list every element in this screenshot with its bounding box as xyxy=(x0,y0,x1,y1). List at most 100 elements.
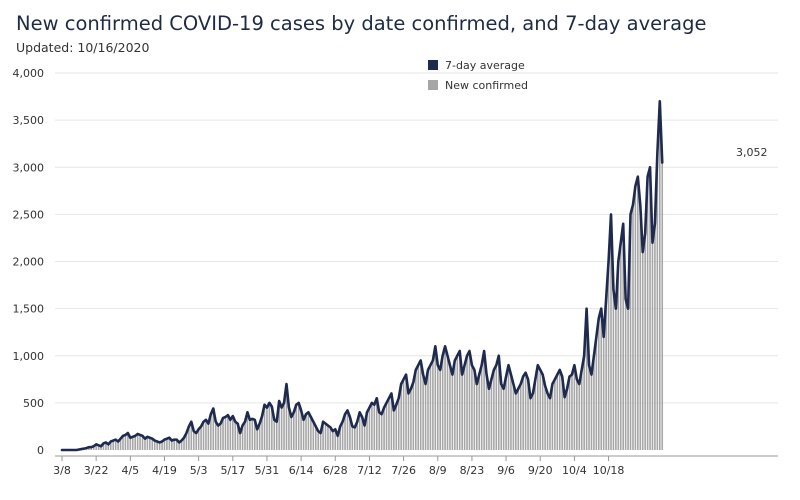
new-confirmed-bar xyxy=(612,289,615,450)
new-confirmed-bar xyxy=(271,406,273,450)
new-confirmed-bar xyxy=(275,421,278,450)
new-confirmed-bar xyxy=(217,425,219,450)
new-confirmed-bar xyxy=(273,419,276,450)
new-confirmed-bar xyxy=(493,369,495,450)
new-confirmed-bar xyxy=(127,433,129,450)
chart-subtitle: Updated: 10/16/2020 xyxy=(16,40,150,55)
new-confirmed-bar xyxy=(117,441,119,450)
x-tick-label: 10/4 xyxy=(562,464,587,477)
x-tick-label: 6/14 xyxy=(289,464,314,477)
new-confirmed-bar xyxy=(566,388,568,450)
legend-label-new-confirmed: New confirmed xyxy=(445,79,528,92)
new-confirmed-bar xyxy=(549,398,551,450)
new-confirmed-bar xyxy=(319,433,322,450)
new-confirmed-bar xyxy=(88,447,90,450)
new-confirmed-bar xyxy=(607,261,610,450)
new-confirmed-bar xyxy=(251,418,254,450)
new-confirmed-bar xyxy=(202,421,205,450)
new-confirmed-bar xyxy=(207,423,210,450)
new-confirmed-bar xyxy=(546,393,549,450)
new-confirmed-bar xyxy=(261,416,263,450)
new-confirmed-bar xyxy=(629,214,632,451)
new-confirmed-bar xyxy=(532,393,534,450)
new-confirmed-bar xyxy=(446,355,449,450)
new-confirmed-bar xyxy=(661,162,664,451)
new-confirmed-bar xyxy=(524,372,527,450)
new-confirmed-bar xyxy=(561,376,563,450)
new-confirmed-bar xyxy=(285,384,288,450)
new-confirmed-bar xyxy=(149,437,151,450)
new-confirmed-bar xyxy=(205,419,207,450)
new-confirmed-bar xyxy=(288,407,290,450)
new-confirmed-bar xyxy=(388,398,390,450)
new-confirmed-bar xyxy=(502,388,505,450)
new-confirmed-bar xyxy=(210,414,212,450)
new-confirmed-bar xyxy=(497,355,500,450)
new-confirmed-bar xyxy=(639,204,642,450)
new-confirmed-bar xyxy=(297,402,300,451)
y-axis-ticks: 0 500 1,000 1,500 2,000 2,500 3,000 3,500 4,000 xyxy=(13,67,45,457)
new-confirmed-bar xyxy=(173,439,176,450)
new-confirmed-bar xyxy=(407,393,410,450)
y-tick-label: 2,500 xyxy=(13,208,45,221)
new-confirmed-bar xyxy=(266,407,268,450)
x-tick-label: 5/31 xyxy=(255,464,280,477)
new-confirmed-bar xyxy=(515,393,517,450)
new-confirmed-bar xyxy=(634,186,637,450)
new-confirmed-bar xyxy=(214,421,217,450)
legend-label-7-day-average: 7-day average xyxy=(445,59,525,72)
new-confirmed-bar xyxy=(332,431,334,450)
grid-lines xyxy=(55,72,778,404)
new-confirmed-bar xyxy=(427,369,429,450)
new-confirmed-bar xyxy=(268,402,271,451)
new-confirmed-bar xyxy=(114,439,117,450)
new-confirmed-bar xyxy=(632,204,634,450)
new-confirmed-bar xyxy=(341,421,344,450)
legend-swatch-new-confirmed xyxy=(428,80,438,90)
new-confirmed-bar xyxy=(585,308,588,451)
new-confirmed-bar xyxy=(488,388,490,450)
new-confirmed-bar xyxy=(415,369,417,450)
new-confirmed-bar xyxy=(600,308,603,451)
new-confirmed-bar xyxy=(436,365,439,450)
new-confirmed-bar xyxy=(124,434,127,450)
new-confirmed-bar xyxy=(390,393,393,450)
new-confirmed-bar xyxy=(568,376,571,450)
new-confirmed-bar xyxy=(358,412,361,450)
new-confirmed-bars xyxy=(78,101,664,451)
new-confirmed-bar xyxy=(327,425,329,450)
new-confirmed-bar xyxy=(646,176,649,450)
new-confirmed-bar xyxy=(153,440,156,450)
new-confirmed-bar xyxy=(554,379,556,450)
new-confirmed-bar xyxy=(146,436,149,450)
new-confirmed-bar xyxy=(458,351,461,450)
new-confirmed-bar xyxy=(556,374,559,450)
new-confirmed-bar xyxy=(605,299,607,450)
new-confirmed-bar xyxy=(422,374,424,450)
new-confirmed-bar xyxy=(232,416,234,450)
new-confirmed-bar xyxy=(239,433,241,450)
new-confirmed-bar xyxy=(375,398,378,450)
new-confirmed-bar xyxy=(175,439,178,450)
new-confirmed-bar xyxy=(339,426,341,450)
new-confirmed-bar xyxy=(307,412,310,450)
new-confirmed-bar xyxy=(195,433,197,450)
new-confirmed-bar xyxy=(595,336,598,450)
x-tick-label: 8/23 xyxy=(460,464,485,477)
new-confirmed-bar xyxy=(346,410,349,450)
new-confirmed-bar xyxy=(139,434,141,450)
new-confirmed-bar xyxy=(312,421,315,450)
x-tick-label: 7/26 xyxy=(391,464,416,477)
new-confirmed-bar xyxy=(136,433,139,450)
new-confirmed-bar xyxy=(480,365,483,450)
new-confirmed-bar xyxy=(519,384,522,450)
new-confirmed-bar xyxy=(253,419,256,450)
new-confirmed-bar xyxy=(349,417,351,450)
new-confirmed-bar xyxy=(395,404,398,450)
new-confirmed-bar xyxy=(588,365,590,450)
x-tick-label: 4/5 xyxy=(121,464,139,477)
new-confirmed-bar xyxy=(405,374,407,450)
new-confirmed-bar xyxy=(444,346,446,450)
new-confirmed-bar xyxy=(649,167,651,450)
new-confirmed-bar xyxy=(580,369,583,450)
